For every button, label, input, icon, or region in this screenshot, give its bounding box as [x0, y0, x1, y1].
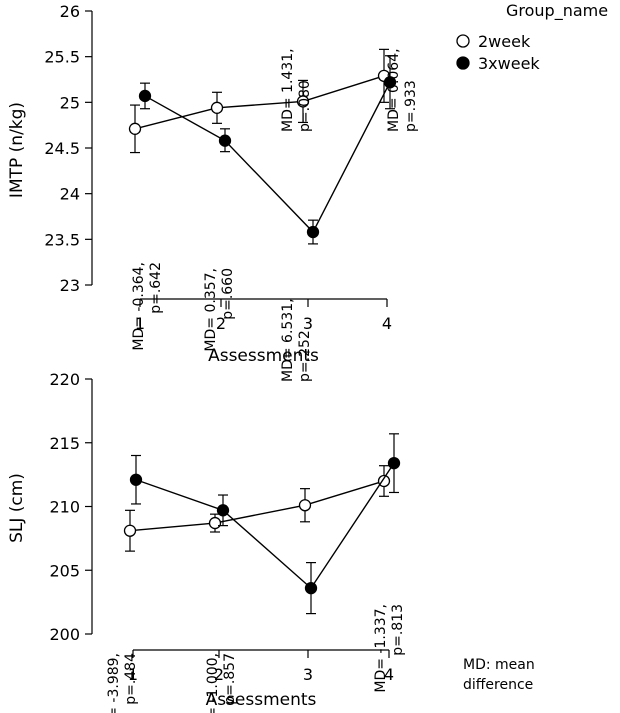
- md-annotation-line: MD= 1.431,: [280, 48, 296, 132]
- md-annotation: MD= -3.989,p=.484: [106, 653, 139, 713]
- data-point-2week: [128, 122, 142, 135]
- x-tick-label: 1: [135, 314, 145, 333]
- data-point-2week: [123, 524, 137, 537]
- y-tick-label: 220: [49, 370, 80, 389]
- md-annotation: MD= -1.000,p=.857: [205, 653, 238, 713]
- y-tick-label: 205: [49, 561, 80, 580]
- data-point-2week: [210, 101, 224, 114]
- md-annotation-line: p=.642: [148, 262, 164, 314]
- x-tick-label: 2: [214, 665, 224, 684]
- series-line-3xweek: [144, 81, 391, 234]
- y-tick-label: 25: [60, 93, 80, 112]
- md-annotation: MD= 1.431,p=.080: [280, 48, 313, 132]
- x-tick-label: 4: [384, 665, 394, 684]
- series-line-3xweek: [135, 462, 395, 590]
- data-point-3xweek: [216, 504, 230, 517]
- x-axis-label: Assessments: [208, 346, 319, 366]
- y-tick-label: 23.5: [44, 230, 80, 249]
- x-tick-label: 3: [303, 314, 313, 333]
- data-point-2week: [377, 474, 391, 488]
- data-point-2week: [296, 95, 310, 108]
- md-annotation-line: p=.252: [297, 330, 313, 382]
- legend-label-3xweek: 3xweek: [478, 54, 540, 73]
- md-annotation-line: p=.660: [220, 268, 236, 320]
- data-point-3xweek: [138, 89, 152, 103]
- md-annotation-line: MD= 0.357,: [203, 268, 219, 352]
- footnote-line-1: MD: mean: [463, 657, 535, 673]
- x-tick-label: 1: [128, 665, 138, 684]
- legend: Group_name 2week 3xweek: [456, 1, 608, 73]
- md-annotation-line: p=.484: [123, 653, 139, 705]
- md-annotation-line: p=.933: [403, 80, 419, 132]
- x-tick-label: 4: [382, 314, 392, 333]
- y-tick-label: 23: [60, 276, 80, 295]
- md-annotation: MD= 0.357,p=.660: [203, 268, 236, 352]
- md-annotation-line: p=.857: [222, 653, 238, 705]
- md-annotation: MD= -0.364,p=.642: [131, 262, 164, 351]
- series-line-2week: [129, 480, 385, 532]
- y-tick-label: 24.5: [44, 139, 80, 158]
- data-point-2week: [298, 499, 312, 512]
- data-point-2week: [208, 516, 222, 530]
- md-annotation-line: p=.080: [297, 80, 313, 132]
- md-annotation: MD= -1.337,p=.813: [373, 604, 406, 693]
- y-tick-label: 25.5: [44, 48, 80, 67]
- y-tick-label: 215: [49, 434, 80, 453]
- legend-marker-3xweek: [456, 56, 470, 70]
- md-annotation-line: MD= -1.000,: [205, 653, 221, 713]
- md-annotation-line: MD= -3.989,: [106, 653, 122, 713]
- footnote: MD: mean difference: [463, 657, 535, 693]
- y-tick-label: 200: [49, 625, 80, 644]
- x-tick-label: 3: [303, 665, 313, 684]
- md-annotation-line: MD= 6.531,: [280, 298, 296, 382]
- y-tick-label: 210: [49, 498, 80, 517]
- y-tick-label: 24: [60, 185, 80, 204]
- legend-label-2week: 2week: [478, 32, 531, 51]
- y-axis-label: IMTP (n/kg): [7, 102, 27, 198]
- data-point-3xweek: [129, 473, 143, 486]
- data-point-3xweek: [387, 456, 401, 470]
- x-axis-label: Assessments: [206, 690, 317, 710]
- data-point-3xweek: [383, 76, 397, 89]
- legend-marker-2week: [456, 34, 470, 48]
- footnote-line-2: difference: [463, 677, 533, 693]
- md-annotation-line: MD= 0.064,: [386, 48, 402, 132]
- data-point-3xweek: [218, 134, 232, 147]
- md-annotation-line: MD= -0.364,: [131, 262, 147, 351]
- legend-title: Group_name: [506, 1, 608, 21]
- data-point-3xweek: [304, 581, 318, 595]
- md-annotation: MD= 0.064,p=.933: [386, 48, 419, 132]
- y-tick-label: 26: [60, 2, 80, 21]
- y-axis-label: SLJ (cm): [7, 473, 27, 543]
- md-annotation-line: p=.813: [390, 604, 406, 656]
- md-annotation-line: MD= -1.337,: [373, 604, 389, 693]
- x-tick-label: 2: [216, 314, 226, 333]
- data-point-3xweek: [306, 225, 320, 239]
- md-annotation: MD= 6.531,p=.252: [280, 298, 313, 382]
- series-line-2week: [134, 75, 385, 130]
